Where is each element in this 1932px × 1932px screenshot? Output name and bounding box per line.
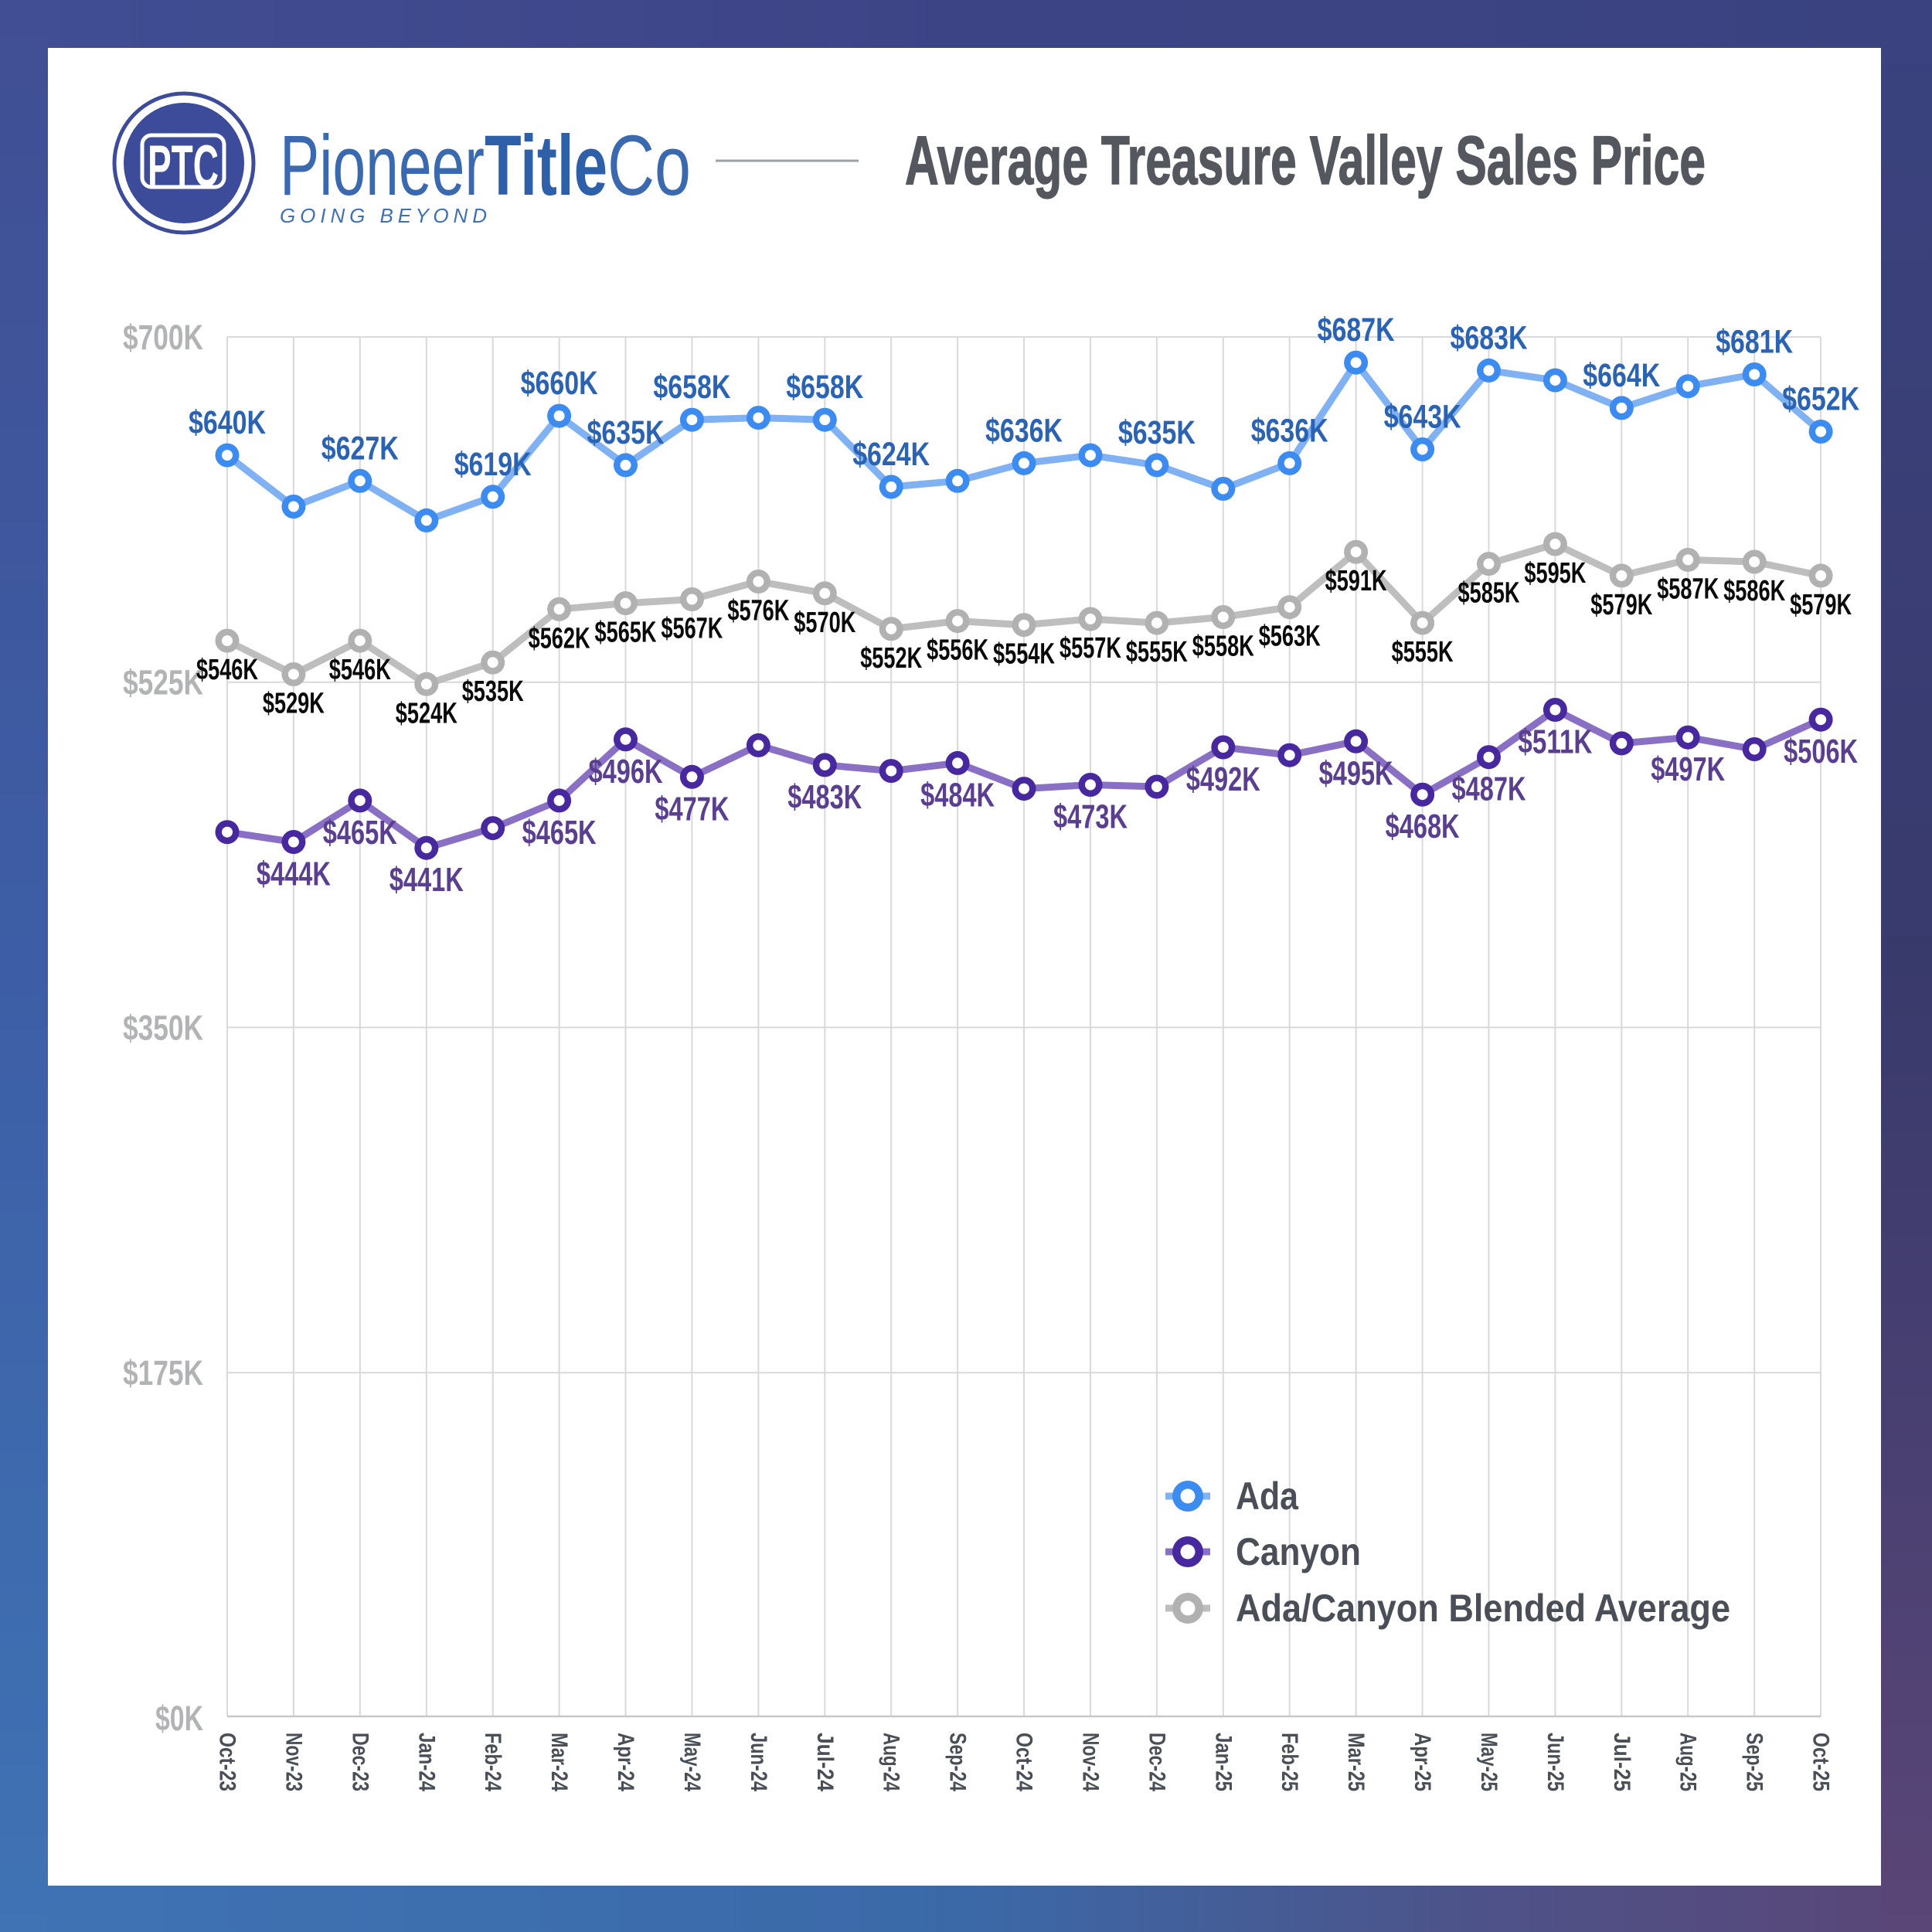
svg-text:May-25: May-25 [1476,1733,1502,1791]
svg-text:$585K: $585K [1458,577,1520,610]
svg-text:Oct-25: Oct-25 [1808,1733,1834,1791]
svg-text:Jul-24: Jul-24 [812,1733,838,1791]
svg-text:Feb-25: Feb-25 [1277,1733,1302,1791]
svg-text:$619K: $619K [454,446,532,483]
svg-text:Ada: Ada [1236,1475,1299,1518]
svg-text:$555K: $555K [1392,636,1454,668]
svg-text:$465K: $465K [522,814,597,852]
svg-text:$473K: $473K [1053,798,1128,836]
svg-text:$554K: $554K [993,638,1055,671]
svg-text:$635K: $635K [587,414,665,451]
svg-text:$529K: $529K [263,688,325,720]
svg-text:$700K: $700K [123,318,203,357]
svg-text:$497K: $497K [1651,750,1725,788]
svg-text:$525K: $525K [123,663,203,702]
svg-text:$496K: $496K [589,753,663,791]
svg-text:$524K: $524K [396,697,457,730]
svg-text:Apr-25: Apr-25 [1410,1733,1435,1791]
svg-text:Average Treasure Valley Sales: Average Treasure Valley Sales Price [905,121,1706,199]
svg-text:$350K: $350K [123,1009,203,1048]
svg-text:$683K: $683K [1451,319,1528,356]
svg-text:$640K: $640K [189,404,266,441]
svg-text:$570K: $570K [794,607,855,639]
svg-text:$556K: $556K [927,634,988,667]
svg-text:$468K: $468K [1386,808,1460,845]
svg-text:Oct-24: Oct-24 [1012,1733,1037,1791]
svg-text:$586K: $586K [1723,575,1785,607]
svg-text:$567K: $567K [661,613,723,645]
svg-text:Ada/Canyon Blended Average: Ada/Canyon Blended Average [1236,1587,1730,1630]
svg-text:Nov-23: Nov-23 [281,1733,306,1791]
svg-text:Jun-25: Jun-25 [1543,1733,1568,1791]
svg-text:$558K: $558K [1192,631,1254,663]
svg-text:$565K: $565K [595,617,657,649]
svg-text:$506K: $506K [1784,733,1858,770]
svg-text:$664K: $664K [1583,357,1660,394]
svg-text:$658K: $658K [653,369,730,406]
svg-text:$643K: $643K [1384,399,1461,436]
svg-text:$0K: $0K [155,1699,203,1738]
svg-text:Jul-25: Jul-25 [1609,1733,1634,1791]
svg-text:$552K: $552K [860,642,922,675]
svg-text:$555K: $555K [1126,636,1188,668]
svg-text:G O I N G B E Y O N D: G O I N G B E Y O N D [280,204,487,227]
svg-text:$595K: $595K [1524,557,1586,590]
svg-text:Mar-24: Mar-24 [546,1733,572,1791]
svg-text:May-24: May-24 [679,1733,705,1791]
svg-text:Sep-25: Sep-25 [1742,1733,1767,1791]
svg-text:Oct-23: Oct-23 [215,1733,240,1791]
svg-text:$495K: $495K [1319,754,1393,792]
svg-text:$687K: $687K [1318,311,1395,349]
svg-text:$652K: $652K [1782,381,1859,418]
svg-text:$681K: $681K [1716,324,1793,361]
svg-text:$636K: $636K [985,412,1063,449]
svg-text:$487K: $487K [1452,770,1526,808]
svg-text:$562K: $562K [529,622,590,655]
svg-text:$492K: $492K [1186,760,1260,798]
svg-text:Aug-24: Aug-24 [879,1733,904,1791]
svg-text:Canyon: Canyon [1236,1530,1361,1573]
svg-text:Jun-24: Jun-24 [746,1733,771,1791]
svg-text:$660K: $660K [521,365,598,402]
svg-text:$636K: $636K [1251,412,1328,449]
svg-text:$635K: $635K [1118,414,1196,451]
svg-text:Jan-24: Jan-24 [413,1733,439,1791]
svg-text:$175K: $175K [123,1353,203,1393]
svg-text:$483K: $483K [787,778,862,816]
svg-text:$579K: $579K [1590,589,1652,621]
svg-text:Dec-23: Dec-23 [347,1733,372,1791]
svg-text:Co: Co [607,118,691,213]
svg-text:$579K: $579K [1790,589,1852,621]
svg-text:$511K: $511K [1518,723,1592,761]
svg-text:Pioneer: Pioneer [280,118,485,213]
svg-text:$477K: $477K [655,790,729,828]
svg-text:Apr-24: Apr-24 [613,1733,638,1791]
svg-text:$484K: $484K [920,776,995,814]
svg-text:Mar-25: Mar-25 [1343,1733,1369,1791]
svg-text:PTC: PTC [148,134,219,199]
svg-text:Dec-24: Dec-24 [1144,1733,1169,1791]
svg-text:$591K: $591K [1325,565,1387,597]
svg-text:Aug-25: Aug-25 [1675,1733,1701,1791]
svg-text:Nov-24: Nov-24 [1078,1733,1104,1791]
svg-text:$627K: $627K [321,430,399,467]
svg-text:Jan-25: Jan-25 [1210,1733,1236,1791]
svg-text:Sep-24: Sep-24 [945,1733,971,1791]
svg-text:$658K: $658K [786,369,863,406]
svg-text:$465K: $465K [323,814,397,852]
svg-text:$535K: $535K [462,675,524,708]
svg-text:Feb-24: Feb-24 [480,1733,505,1791]
svg-text:$546K: $546K [329,654,391,686]
svg-text:$441K: $441K [389,861,464,899]
svg-text:$587K: $587K [1657,573,1719,605]
svg-text:$563K: $563K [1259,621,1321,653]
svg-text:$576K: $576K [727,595,789,628]
svg-text:Title: Title [485,118,607,213]
svg-text:$557K: $557K [1060,632,1121,665]
svg-text:$444K: $444K [257,855,331,893]
svg-text:$546K: $546K [196,654,258,686]
svg-text:$624K: $624K [852,436,930,473]
